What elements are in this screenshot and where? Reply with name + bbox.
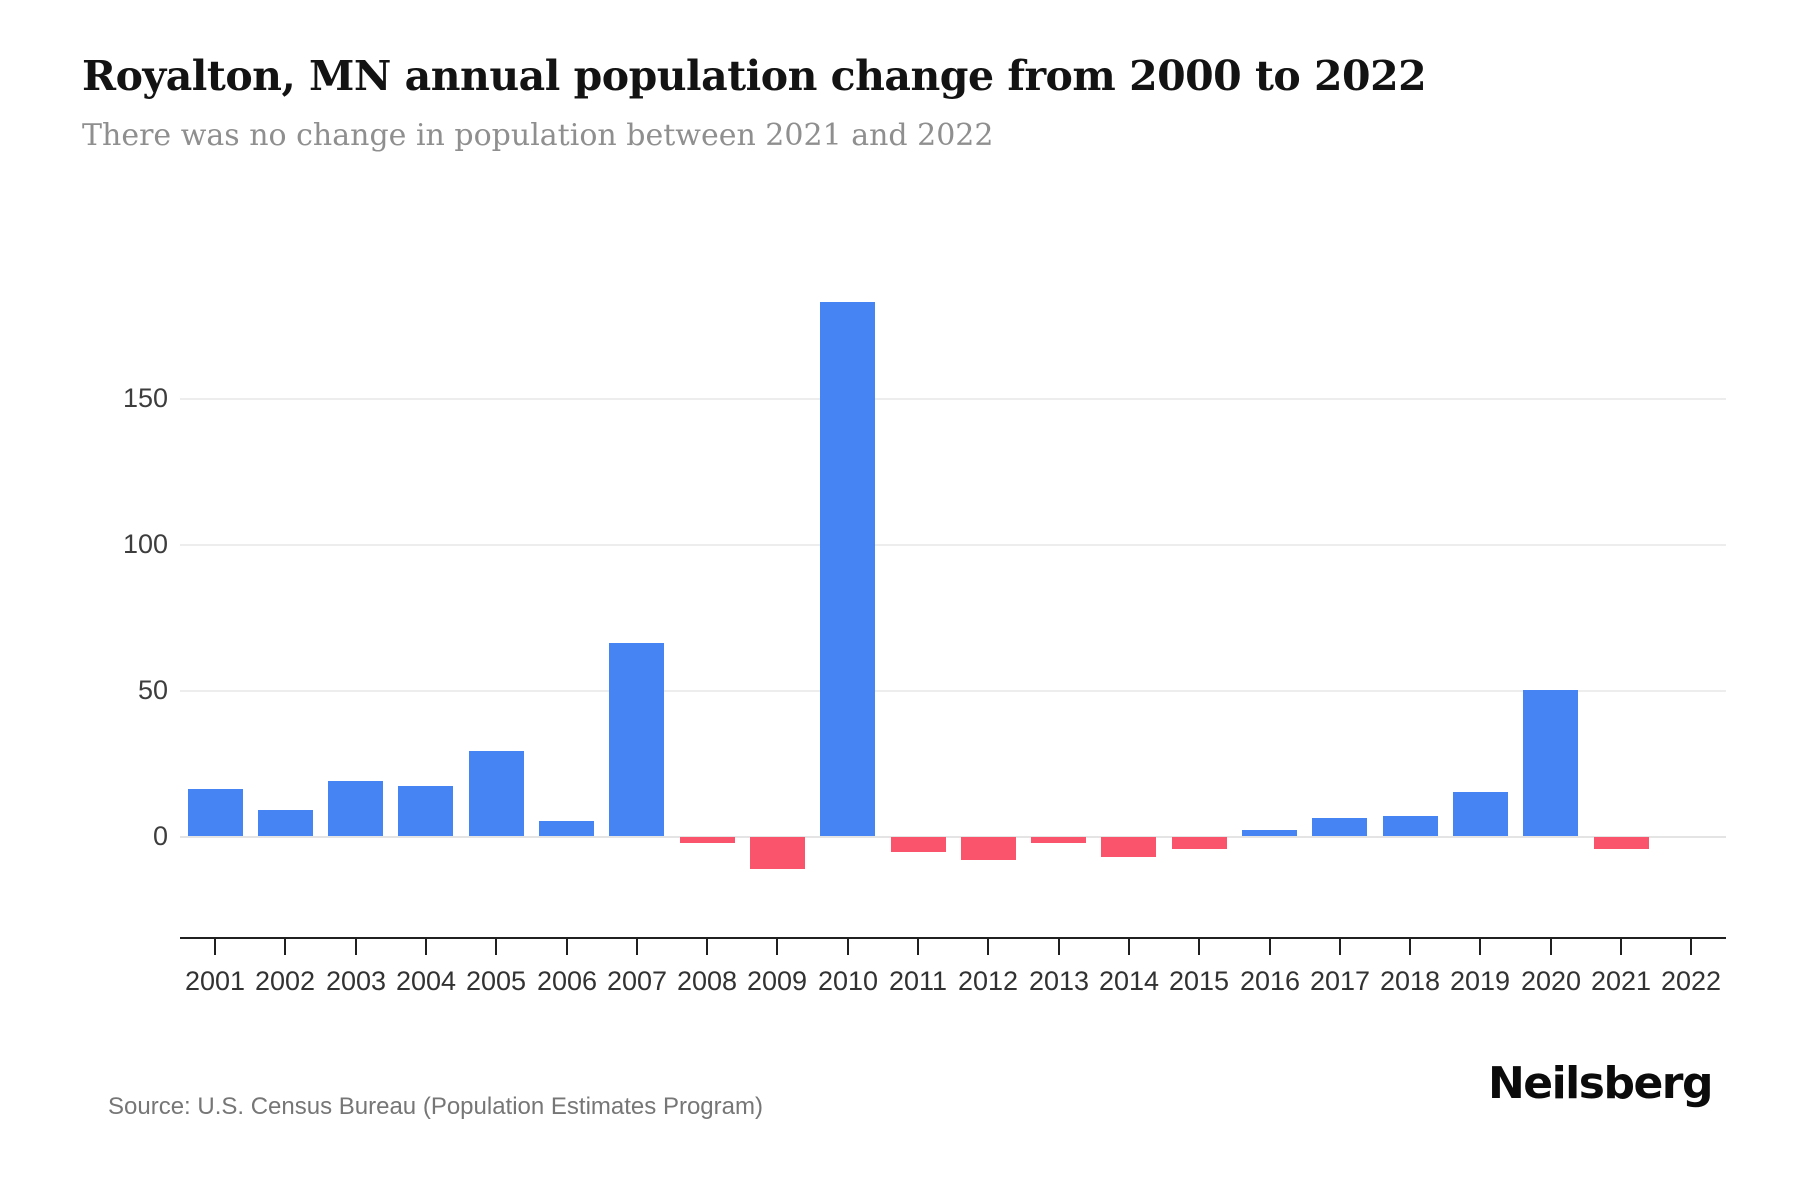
x-axis-tick (1198, 939, 1200, 955)
page-title: Royalton, MN annual population change fr… (82, 52, 1427, 100)
y-axis-tick-label: 0 (152, 821, 168, 851)
bar-2014 (1101, 837, 1156, 857)
x-axis-tick (1690, 939, 1692, 955)
bar-2005 (469, 751, 524, 836)
y-axis-tick-label: 100 (122, 529, 168, 559)
bar-2007 (609, 643, 664, 836)
bar-2015 (1172, 837, 1227, 849)
bar-2018 (1383, 816, 1438, 836)
x-axis-tick (636, 939, 638, 955)
x-axis-tick (214, 939, 216, 955)
page-subtitle: There was no change in population betwee… (82, 118, 994, 153)
x-axis-tick-label: 2003 (325, 966, 387, 996)
bar-2021 (1594, 837, 1649, 849)
x-axis-tick-label: 2012 (957, 966, 1019, 996)
x-axis-tick (1550, 939, 1552, 955)
x-axis-tick-label: 2004 (395, 966, 457, 996)
x-axis-tick (1269, 939, 1271, 955)
x-axis-tick-label: 2021 (1590, 966, 1652, 996)
x-axis-tick-label: 2013 (1028, 966, 1090, 996)
x-axis-tick-label: 2018 (1379, 966, 1441, 996)
x-axis-tick-label: 2014 (1098, 966, 1160, 996)
x-axis-tick-label: 2016 (1239, 966, 1301, 996)
x-axis-tick (284, 939, 286, 955)
x-axis-tick-label: 2008 (676, 966, 738, 996)
bar-2010 (820, 302, 875, 836)
gridline-y0 (180, 836, 1726, 838)
bar-2003 (328, 781, 383, 836)
x-axis-tick-label: 2007 (606, 966, 668, 996)
y-axis-tick-label: 50 (137, 675, 168, 705)
bar-2017 (1312, 818, 1367, 836)
gridline-y50 (180, 690, 1726, 692)
neilsberg-logo: Neilsberg (1487, 1058, 1714, 1109)
x-axis-tick (1479, 939, 1481, 955)
x-axis-tick-label: 2017 (1309, 966, 1371, 996)
x-axis-tick-label: 2022 (1660, 966, 1722, 996)
x-axis-tick-label: 2005 (465, 966, 527, 996)
y-axis-tick-label: 150 (122, 383, 168, 413)
bar-2002 (258, 810, 313, 836)
x-axis-tick (917, 939, 919, 955)
x-axis-tick (1339, 939, 1341, 955)
x-axis-tick-label: 2020 (1520, 966, 1582, 996)
x-axis-tick (987, 939, 989, 955)
x-axis-tick-label: 2006 (536, 966, 598, 996)
x-axis-tick (425, 939, 427, 955)
bar-2011 (891, 837, 946, 852)
x-axis-tick-label: 2015 (1168, 966, 1230, 996)
gridline-y150 (180, 398, 1726, 400)
bar-2004 (398, 786, 453, 836)
x-axis-tick (847, 939, 849, 955)
x-axis-tick-label: 2011 (888, 966, 948, 996)
x-axis-tick (495, 939, 497, 955)
bar-2016 (1242, 830, 1297, 836)
x-axis-tick (1058, 939, 1060, 955)
x-axis-tick-label: 2001 (184, 966, 246, 996)
source-note: Source: U.S. Census Bureau (Population E… (108, 1093, 763, 1120)
x-axis-tick (566, 939, 568, 955)
x-axis-tick (1620, 939, 1622, 955)
bar-2019 (1453, 792, 1508, 836)
bar-2008 (680, 837, 735, 843)
x-axis-tick (776, 939, 778, 955)
bar-2020 (1523, 690, 1578, 836)
bar-2013 (1031, 837, 1086, 843)
bar-2001 (188, 789, 243, 836)
x-axis-tick (1128, 939, 1130, 955)
x-axis-tick-label: 2010 (817, 966, 879, 996)
x-axis-tick (706, 939, 708, 955)
x-axis-tick-label: 2019 (1449, 966, 1511, 996)
x-axis-line (180, 937, 1726, 939)
gridline-y100 (180, 544, 1726, 546)
bar-2012 (961, 837, 1016, 860)
bar-2006 (539, 821, 594, 836)
x-axis-tick (355, 939, 357, 955)
x-axis-tick-label: 2009 (746, 966, 808, 996)
x-axis-tick (1409, 939, 1411, 955)
bar-2009 (750, 837, 805, 869)
x-axis-tick-label: 2002 (254, 966, 316, 996)
